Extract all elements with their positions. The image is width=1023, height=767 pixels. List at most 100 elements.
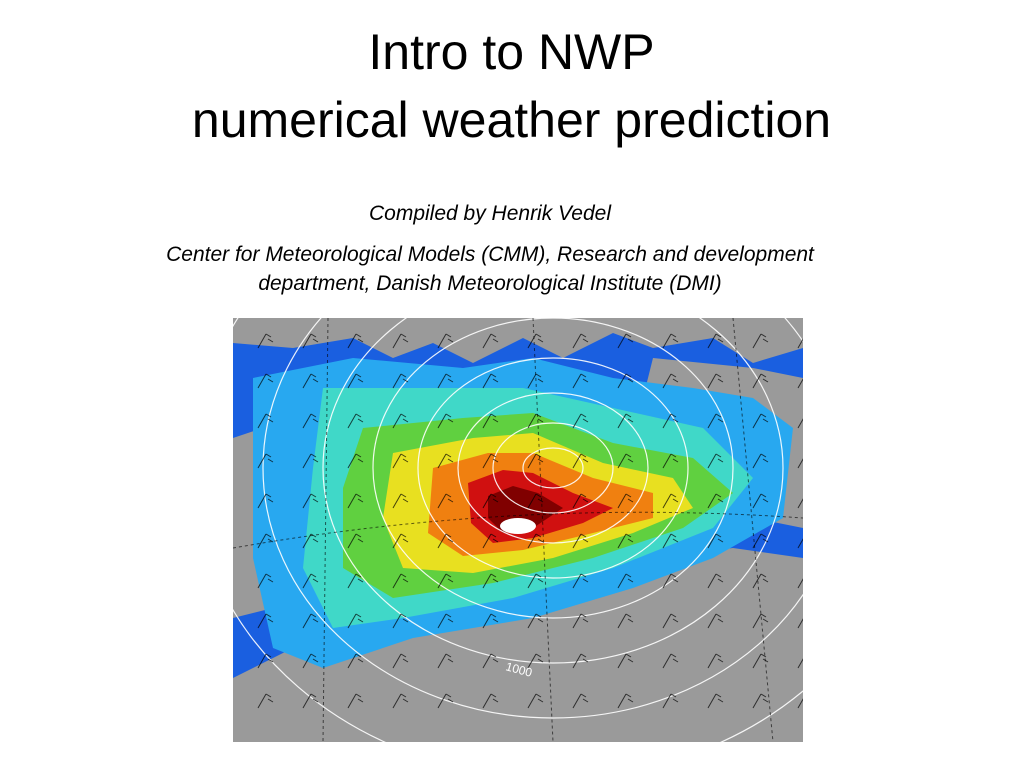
wind-barb — [437, 493, 454, 509]
wind-barb — [617, 493, 634, 509]
wind-barb — [617, 653, 634, 669]
wind-barb — [437, 573, 454, 589]
wind-barb — [302, 413, 319, 429]
wind-barb — [572, 693, 589, 709]
wind-barb — [662, 493, 679, 509]
isobars — [233, 318, 803, 742]
wind-barb — [257, 653, 274, 669]
wind-barb — [707, 493, 724, 509]
wind-barb — [482, 333, 499, 349]
wind-barb — [572, 653, 589, 669]
wind-barb — [302, 493, 319, 509]
wind-barb — [797, 378, 803, 389]
wind-barb — [797, 658, 803, 669]
wind-barb — [347, 413, 364, 429]
wind-barb — [347, 693, 364, 709]
wind-barb — [572, 413, 589, 429]
wind-barb — [707, 573, 724, 589]
wind-barb — [662, 613, 679, 629]
wind-barb — [527, 533, 544, 549]
wind-barb — [707, 373, 724, 389]
wind-barb — [752, 493, 769, 509]
wind-barb — [482, 613, 499, 629]
isobar — [417, 357, 689, 579]
wind-barb — [617, 573, 634, 589]
author-credit: Compiled by Henrik Vedel — [368, 202, 611, 225]
wind-barb — [572, 453, 589, 469]
isobar — [457, 392, 649, 544]
wind-barb — [752, 533, 769, 549]
wind-barb — [437, 653, 454, 669]
wind-barb — [707, 333, 724, 349]
land-greenland-north — [233, 318, 803, 363]
wind-barb — [662, 413, 679, 429]
wind-barb — [527, 493, 544, 509]
wind-barb — [797, 618, 803, 629]
wind-barb — [527, 693, 544, 709]
affiliation: Center for Meteorological Models (CMM), … — [0, 240, 980, 298]
wind-barb — [707, 453, 724, 469]
wind-barb — [617, 693, 634, 709]
wind-barb — [572, 613, 589, 629]
isobar — [492, 422, 614, 514]
wind-barb — [527, 413, 544, 429]
wind-barb — [797, 498, 803, 509]
wind-barb — [437, 613, 454, 629]
wind-barb — [662, 453, 679, 469]
wind-barb — [302, 613, 319, 629]
wind-barb — [347, 333, 364, 349]
wind-barb — [437, 413, 454, 429]
wind-barb — [482, 373, 499, 389]
graticule — [233, 318, 803, 742]
wind-barb — [482, 533, 499, 549]
wind-barb — [572, 573, 589, 589]
wind-barb — [257, 533, 274, 549]
wind-barb — [797, 578, 803, 589]
wind-barb — [347, 573, 364, 589]
wind-barb — [662, 653, 679, 669]
wind-barb — [707, 693, 724, 709]
wind-barb — [617, 613, 634, 629]
isobar — [372, 318, 734, 619]
wind-barb — [752, 333, 769, 349]
wind-barb — [392, 453, 409, 469]
wind-barb — [572, 373, 589, 389]
affiliation-line1: Center for Meteorological Models (CMM), … — [166, 243, 814, 266]
wind-barb — [752, 613, 769, 629]
wind-barb — [437, 333, 454, 349]
wind-barb — [797, 538, 803, 549]
wind-barb — [662, 373, 679, 389]
wind-barb — [707, 613, 724, 629]
wind-barb — [617, 333, 634, 349]
wind-barb — [752, 573, 769, 589]
isobar — [322, 318, 784, 664]
wind-barb — [482, 493, 499, 509]
wind-barb — [347, 453, 364, 469]
wind-barb — [257, 453, 274, 469]
wind-barb — [482, 453, 499, 469]
wind-barb — [347, 533, 364, 549]
wind-barb — [257, 573, 274, 589]
wind-barb — [347, 613, 364, 629]
wind-barb — [482, 653, 499, 669]
wind-barb — [392, 373, 409, 389]
isobar — [522, 447, 584, 489]
land-europe — [233, 548, 803, 742]
wind-barbs — [257, 333, 803, 709]
wind-barb — [572, 493, 589, 509]
wind-barb — [257, 693, 274, 709]
wind-barb — [752, 413, 769, 429]
affiliation-line2: department, Danish Meteorological Instit… — [258, 272, 722, 295]
wind-barb — [617, 533, 634, 549]
wind-barb — [302, 453, 319, 469]
wind-barb — [437, 693, 454, 709]
wind-barb — [617, 373, 634, 389]
wind-barb — [527, 653, 544, 669]
wind-barb — [752, 453, 769, 469]
wind-barb — [437, 453, 454, 469]
wind-barb — [437, 373, 454, 389]
wind-barb — [302, 333, 319, 349]
slide-title-line1: Intro to NWP — [368, 24, 655, 80]
wind-barb — [302, 373, 319, 389]
wind-barb — [572, 333, 589, 349]
